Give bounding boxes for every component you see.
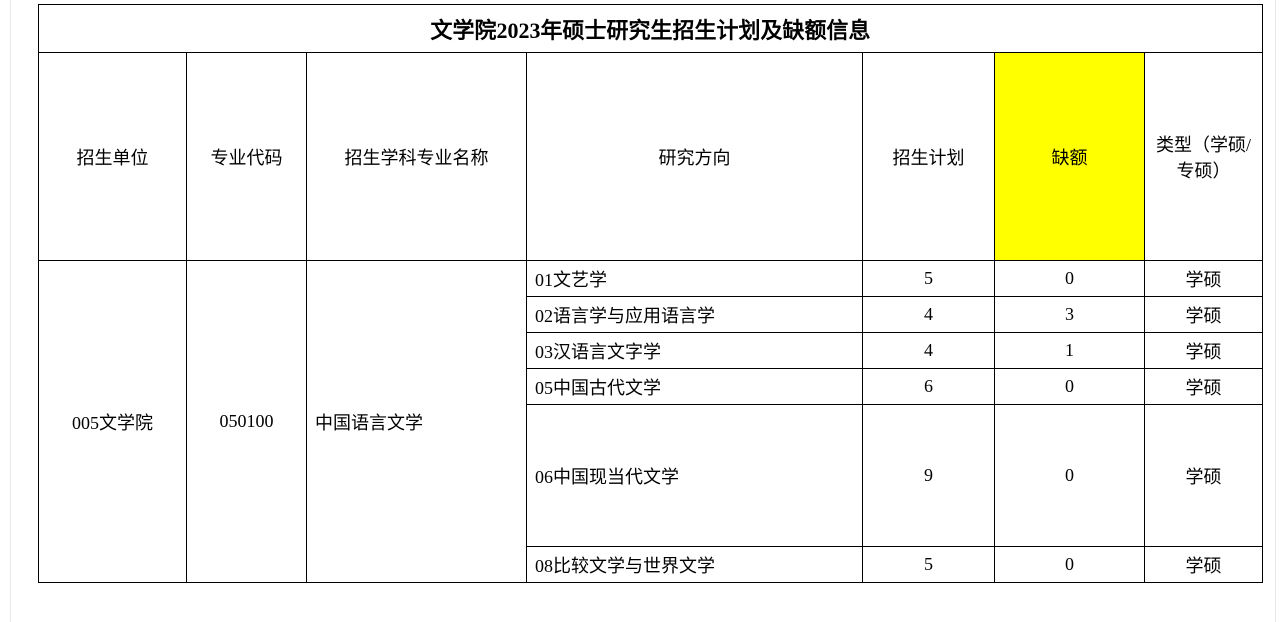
header-row: 招生单位 专业代码 招生学科专业名称 研究方向 招生计划 缺额 类型（学硕/专硕… — [39, 53, 1263, 261]
cell-vacancy: 0 — [995, 547, 1145, 583]
col-major-name: 招生学科专业名称 — [307, 53, 527, 261]
col-major-code: 专业代码 — [187, 53, 307, 261]
cell-type: 学硕 — [1145, 333, 1263, 369]
cell-direction: 02语言学与应用语言学 — [527, 297, 863, 333]
col-type: 类型（学硕/专硕） — [1145, 53, 1263, 261]
title-row: 文学院2023年硕士研究生招生计划及缺额信息 — [39, 5, 1263, 53]
cell-type: 学硕 — [1145, 261, 1263, 297]
cell-major-code: 050100 — [187, 261, 307, 583]
cell-type: 学硕 — [1145, 369, 1263, 405]
cell-plan: 4 — [863, 297, 995, 333]
cell-direction: 03汉语言文字学 — [527, 333, 863, 369]
col-vacancy: 缺额 — [995, 53, 1145, 261]
cell-vacancy: 1 — [995, 333, 1145, 369]
cell-plan: 5 — [863, 261, 995, 297]
admissions-table: 文学院2023年硕士研究生招生计划及缺额信息 招生单位 专业代码 招生学科专业名… — [38, 4, 1263, 583]
col-plan: 招生计划 — [863, 53, 995, 261]
cell-type: 学硕 — [1145, 405, 1263, 547]
cell-plan: 6 — [863, 369, 995, 405]
cell-vacancy: 0 — [995, 405, 1145, 547]
cell-direction: 05中国古代文学 — [527, 369, 863, 405]
cell-direction: 01文艺学 — [527, 261, 863, 297]
cell-major-name: 中国语言文学 — [307, 261, 527, 583]
cell-direction: 08比较文学与世界文学 — [527, 547, 863, 583]
cell-vacancy: 3 — [995, 297, 1145, 333]
cell-type: 学硕 — [1145, 297, 1263, 333]
cell-plan: 4 — [863, 333, 995, 369]
page-title: 文学院2023年硕士研究生招生计划及缺额信息 — [39, 5, 1263, 53]
cell-unit: 005文学院 — [39, 261, 187, 583]
col-unit: 招生单位 — [39, 53, 187, 261]
cell-type: 学硕 — [1145, 547, 1263, 583]
cell-vacancy: 0 — [995, 369, 1145, 405]
cell-plan: 9 — [863, 405, 995, 547]
cell-vacancy: 0 — [995, 261, 1145, 297]
cell-plan: 5 — [863, 547, 995, 583]
col-direction: 研究方向 — [527, 53, 863, 261]
cell-direction: 06中国现当代文学 — [527, 405, 863, 547]
table-row: 005文学院 050100 中国语言文学 01文艺学 5 0 学硕 — [39, 261, 1263, 297]
admissions-table-container: 文学院2023年硕士研究生招生计划及缺额信息 招生单位 专业代码 招生学科专业名… — [38, 4, 1262, 583]
